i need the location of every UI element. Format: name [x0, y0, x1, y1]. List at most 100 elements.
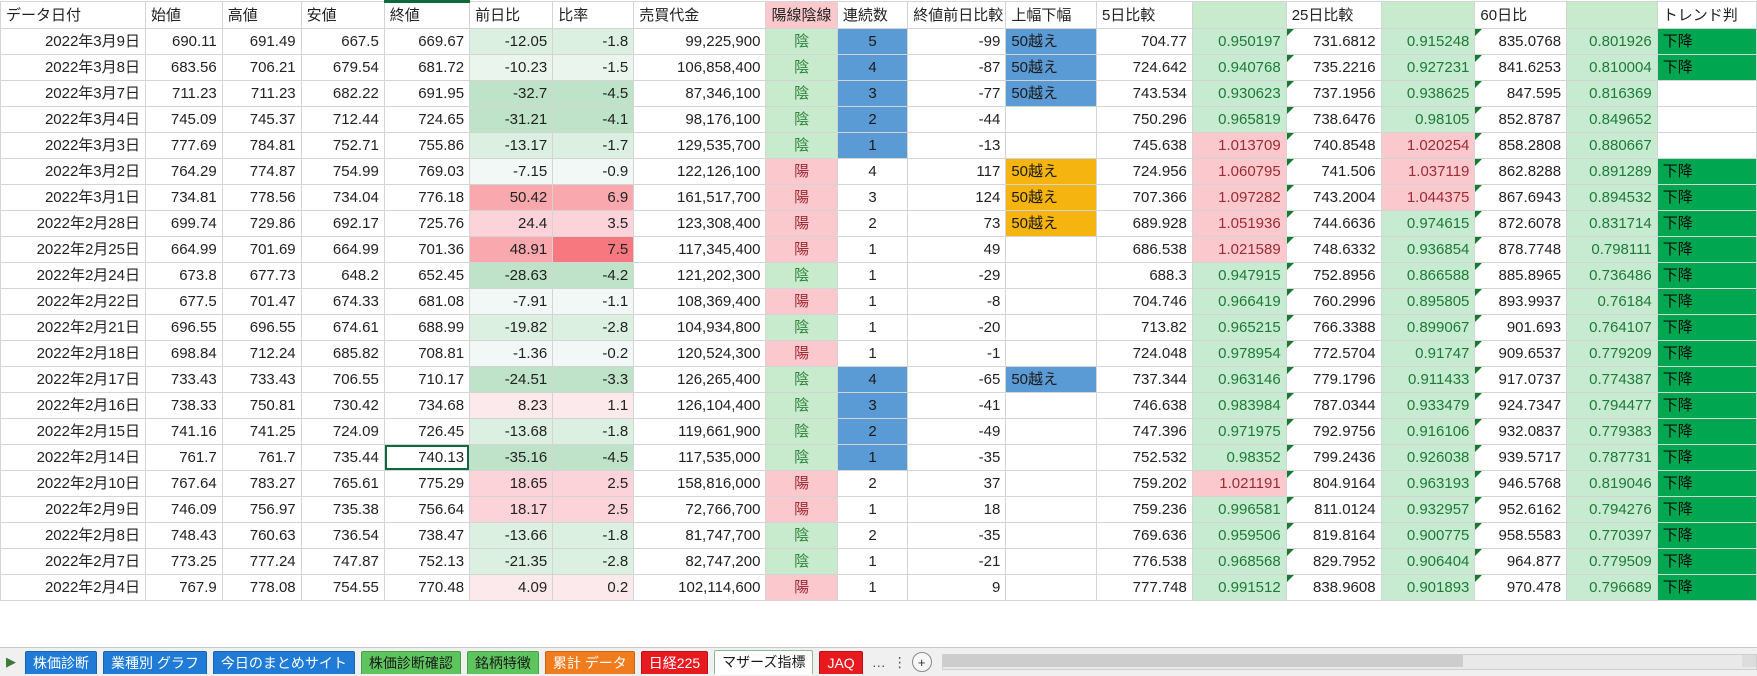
cell-turnover[interactable]: 72,766,700 — [633, 496, 767, 523]
cell-close[interactable]: 776.18 — [383, 184, 471, 211]
cell-closecmp[interactable]: -41 — [907, 392, 1007, 419]
cell-streak[interactable]: 2 — [836, 106, 909, 133]
cell-band[interactable] — [1005, 418, 1097, 445]
cell-ma25[interactable]: 731.6812 — [1285, 28, 1382, 55]
cell-ma5r[interactable]: 0.978954 — [1191, 340, 1287, 367]
cell-ma60[interactable]: 924.7347 — [1474, 392, 1568, 419]
cell-ma60[interactable]: 841.6253 — [1474, 54, 1568, 81]
cell-turnover[interactable]: 81,747,700 — [633, 522, 767, 549]
cell-high[interactable]: 745.37 — [221, 106, 302, 133]
cell-date[interactable]: 2022年2月17日 — [0, 366, 146, 393]
scrollbar-thumb[interactable] — [942, 655, 1463, 667]
cell-streak[interactable]: 3 — [836, 80, 909, 107]
cell-band[interactable]: 50越え — [1005, 366, 1097, 393]
cell-open[interactable]: 711.23 — [145, 80, 223, 107]
cell-date[interactable]: 2022年3月7日 — [0, 80, 146, 107]
cell-high[interactable]: 774.87 — [221, 158, 302, 185]
cell-band[interactable] — [1005, 340, 1097, 367]
cell-ma60r[interactable]: 0.779209 — [1566, 340, 1658, 367]
column-header-turnover[interactable]: 売買代金 — [633, 1, 767, 29]
cell-streak[interactable]: 1 — [836, 496, 909, 523]
cell-turnover[interactable]: 99,225,900 — [633, 28, 767, 55]
cell-date[interactable]: 2022年2月18日 — [0, 340, 146, 367]
sheet-nav-right-icon[interactable]: ▶ — [6, 654, 16, 669]
cell-closecmp[interactable]: -21 — [907, 548, 1007, 575]
cell-ma25r[interactable]: 0.901893 — [1380, 574, 1476, 601]
column-header-low[interactable]: 安値 — [300, 1, 385, 29]
cell-ma5[interactable]: 704.746 — [1095, 288, 1193, 315]
cell-ma60[interactable]: 952.6162 — [1474, 496, 1568, 523]
sheet-kebab-icon[interactable]: ⋮ — [892, 653, 908, 670]
cell-ma25r[interactable]: 0.915248 — [1380, 28, 1476, 55]
cell-date[interactable]: 2022年2月24日 — [0, 262, 146, 289]
cell-ma60[interactable]: 901.693 — [1474, 314, 1568, 341]
cell-ma25r[interactable]: 0.926038 — [1380, 444, 1476, 471]
cell-high[interactable]: 701.47 — [221, 288, 302, 315]
cell-rate[interactable]: -1.8 — [552, 522, 635, 549]
cell-streak[interactable]: 2 — [836, 418, 909, 445]
cell-turnover[interactable]: 161,517,700 — [633, 184, 767, 211]
cell-close[interactable]: 769.03 — [383, 158, 471, 185]
cell-ma5[interactable]: 776.538 — [1095, 548, 1193, 575]
column-header-streak[interactable]: 連続数 — [836, 1, 909, 29]
cell-ma25[interactable]: 838.9608 — [1285, 574, 1382, 601]
cell-ma60r[interactable]: 0.764107 — [1566, 314, 1658, 341]
cell-trend[interactable]: 下降 — [1656, 262, 1757, 289]
horizontal-scrollbar[interactable] — [941, 654, 1757, 670]
cell-rate[interactable]: -4.5 — [552, 80, 635, 107]
cell-trend[interactable]: 下降 — [1656, 418, 1757, 445]
cell-close[interactable]: 752.13 — [383, 548, 471, 575]
cell-band[interactable]: 50越え — [1005, 80, 1097, 107]
cell-high[interactable]: 696.55 — [221, 314, 302, 341]
cell-date[interactable]: 2022年2月15日 — [0, 418, 146, 445]
cell-candle[interactable]: 陽 — [765, 574, 838, 601]
cell-closecmp[interactable]: 49 — [907, 236, 1007, 263]
cell-streak[interactable]: 1 — [836, 288, 909, 315]
cell-candle[interactable]: 陽 — [765, 184, 838, 211]
cell-ma5r[interactable]: 1.013709 — [1191, 132, 1287, 159]
cell-rate[interactable]: 2.5 — [552, 496, 635, 523]
cell-ma25r[interactable]: 1.044375 — [1380, 184, 1476, 211]
cell-low[interactable]: 735.44 — [300, 444, 385, 471]
cell-closecmp[interactable]: -44 — [907, 106, 1007, 133]
cell-ma60[interactable]: 858.2808 — [1474, 132, 1568, 159]
cell-chg[interactable]: -1.36 — [469, 340, 554, 367]
cell-low[interactable]: 692.17 — [300, 210, 385, 237]
cell-trend[interactable]: 下降 — [1656, 366, 1757, 393]
cell-chg[interactable]: -13.68 — [469, 418, 554, 445]
cell-open[interactable]: 683.56 — [145, 54, 223, 81]
cell-ma60[interactable]: 958.5583 — [1474, 522, 1568, 549]
cell-chg[interactable]: -13.17 — [469, 132, 554, 159]
cell-ma25[interactable]: 792.9756 — [1285, 418, 1382, 445]
cell-streak[interactable]: 1 — [836, 236, 909, 263]
column-header-ma60[interactable]: 60日比 — [1474, 1, 1568, 29]
cell-turnover[interactable]: 122,126,100 — [633, 158, 767, 185]
cell-close[interactable]: 681.72 — [383, 54, 471, 81]
cell-closecmp[interactable]: -29 — [907, 262, 1007, 289]
cell-date[interactable]: 2022年2月9日 — [0, 496, 146, 523]
cell-closecmp[interactable]: 18 — [907, 496, 1007, 523]
cell-rate[interactable]: -1.8 — [552, 28, 635, 55]
cell-trend[interactable]: 下降 — [1656, 574, 1757, 601]
table-row[interactable]: 2022年2月22日 677.5 701.47 674.33 681.08 -7.91 -1… — [0, 288, 1757, 315]
cell-rate[interactable]: 1.1 — [552, 392, 635, 419]
cell-low[interactable]: 648.2 — [300, 262, 385, 289]
cell-turnover[interactable]: 129,535,700 — [633, 132, 767, 159]
cell-ma25[interactable]: 804.9164 — [1285, 470, 1382, 497]
cell-ma60[interactable]: 932.0837 — [1474, 418, 1568, 445]
cell-closecmp[interactable]: -99 — [907, 28, 1007, 55]
cell-trend[interactable] — [1656, 106, 1757, 133]
cell-closecmp[interactable]: -20 — [907, 314, 1007, 341]
cell-ma25r[interactable]: 0.900775 — [1380, 522, 1476, 549]
cell-ma60[interactable]: 939.5717 — [1474, 444, 1568, 471]
cell-candle[interactable]: 陰 — [765, 80, 838, 107]
cell-trend[interactable]: 下降 — [1656, 54, 1757, 81]
cell-ma60[interactable]: 970.478 — [1474, 574, 1568, 601]
cell-trend[interactable]: 下降 — [1656, 470, 1757, 497]
cell-turnover[interactable]: 117,535,000 — [633, 444, 767, 471]
cell-ma25[interactable]: 752.8956 — [1285, 262, 1382, 289]
cell-open[interactable]: 673.8 — [145, 262, 223, 289]
cell-ma60r[interactable]: 0.894532 — [1566, 184, 1658, 211]
cell-date[interactable]: 2022年3月4日 — [0, 106, 146, 133]
cell-low[interactable]: 674.33 — [300, 288, 385, 315]
